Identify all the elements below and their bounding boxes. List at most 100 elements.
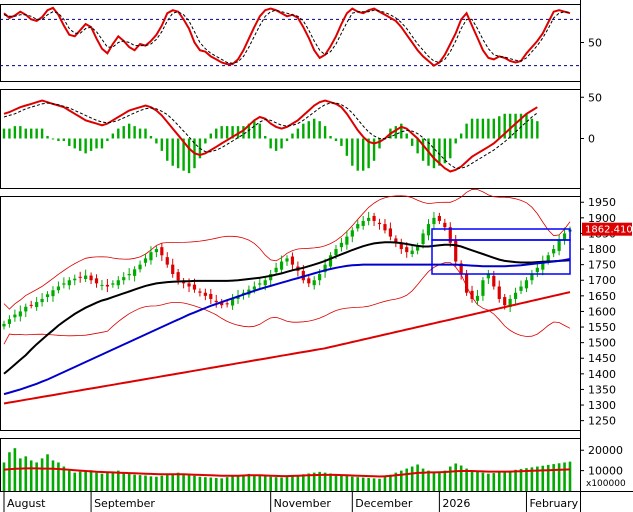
macd-histogram-bar <box>465 123 468 139</box>
macd-histogram-bar <box>481 118 485 139</box>
candle-body <box>192 284 197 290</box>
volume-bar <box>329 473 332 491</box>
candle-body <box>541 261 545 270</box>
macd-histogram-bar <box>144 128 147 139</box>
last-price-badge <box>582 222 632 236</box>
volume-bar <box>323 472 327 491</box>
macd-histogram-bar <box>220 126 223 139</box>
macd-histogram-bar <box>340 138 343 146</box>
volume-bar <box>209 477 213 491</box>
volume-moving-average <box>3 467 571 478</box>
macd-histogram-bar <box>127 123 131 139</box>
candle-body <box>388 228 393 237</box>
volume-bar <box>432 472 436 491</box>
macd-histogram-bar <box>508 113 512 139</box>
macd-histogram-bar <box>410 138 414 146</box>
price-tick-label: 1900 <box>588 212 616 225</box>
candle-body <box>160 247 164 256</box>
candle-body <box>448 227 452 243</box>
volume-bar <box>100 473 104 491</box>
price-tick-label: 1700 <box>588 274 616 287</box>
candle-body <box>405 247 409 253</box>
macd-histogram-bar <box>215 128 218 139</box>
macd-histogram-bar <box>492 118 496 139</box>
volume-bar <box>296 475 300 491</box>
volume-bar <box>182 473 185 491</box>
month-label: 2026 <box>442 497 470 510</box>
candle-body <box>530 274 534 281</box>
volume-bar <box>155 476 158 491</box>
candle-body <box>307 278 311 284</box>
volume-bar <box>193 475 196 491</box>
candle-body <box>73 278 77 281</box>
volume-bar <box>530 467 534 491</box>
volume-bar <box>84 471 87 491</box>
macd-histogram-bar <box>459 133 463 139</box>
volume-bar <box>546 464 550 491</box>
volume-bar <box>111 471 115 491</box>
price-tick-label: 1300 <box>588 399 616 412</box>
volume-bar <box>302 474 305 491</box>
macd-histogram-bar <box>313 118 316 139</box>
macd-histogram-bar <box>138 128 142 139</box>
candle-body <box>552 249 556 254</box>
candle-body <box>323 264 327 273</box>
volume-bar <box>35 462 38 491</box>
volume-bar <box>149 476 153 491</box>
candle-body <box>416 245 420 251</box>
macd-histogram-bar <box>133 126 136 139</box>
candle-body <box>443 222 447 228</box>
volume-bar <box>497 472 501 491</box>
volume-bar <box>62 466 66 491</box>
candle-body <box>45 294 50 298</box>
volume-bar <box>160 475 164 491</box>
month-label: August <box>7 497 46 510</box>
macd-histogram-bar <box>487 118 490 139</box>
volume-bar <box>514 469 517 491</box>
macd-histogram-bar <box>269 138 272 149</box>
macd-series-line-1 <box>3 102 538 169</box>
volume-bar <box>378 478 381 491</box>
macd-histogram-bar <box>351 138 354 166</box>
macd-histogram-bar <box>296 128 300 139</box>
macd-histogram-bar <box>46 136 49 139</box>
macd-histogram-bar <box>394 126 398 139</box>
volume-bar <box>399 470 403 491</box>
volume-bar <box>2 462 6 491</box>
macd-histogram-bar <box>2 128 6 139</box>
last-price-label: 1862.410 <box>585 225 633 236</box>
macd-histogram-bar <box>78 138 82 151</box>
volume-bar <box>465 468 468 491</box>
candle-body <box>318 274 322 281</box>
volume-bar <box>263 476 267 491</box>
volume-bar <box>361 477 365 491</box>
volume-panel: 20000 10000 <box>2 444 623 491</box>
candle-body <box>535 267 539 273</box>
candle-body <box>220 302 224 306</box>
volume-bar <box>356 477 360 491</box>
volume-bar <box>372 478 376 491</box>
volume-bar <box>536 466 539 491</box>
macd-histogram-bar <box>405 133 408 139</box>
macd-histogram-bar <box>334 138 338 141</box>
price-tick-label: 1750 <box>588 259 616 272</box>
volume-bar <box>525 468 528 491</box>
candle-body <box>2 323 6 327</box>
macd-histogram-bar <box>498 116 501 139</box>
macd-histogram-bar <box>280 138 283 149</box>
candle-body <box>225 303 229 305</box>
candle-body <box>290 256 295 265</box>
volume-bar <box>427 470 430 491</box>
candle-body <box>464 274 469 293</box>
macd-histogram-bar <box>438 138 441 166</box>
volume-bar <box>421 468 425 491</box>
candle-body <box>557 239 561 251</box>
volume-bar <box>519 468 523 491</box>
candle-body <box>198 291 202 293</box>
candle-body <box>486 274 490 279</box>
price-panel: 1950190018501800175017001650160015501500… <box>2 188 616 428</box>
macd-histogram-bar <box>302 123 305 139</box>
candle-body <box>519 286 523 291</box>
candle-body <box>78 276 82 278</box>
candle-body <box>18 311 22 317</box>
